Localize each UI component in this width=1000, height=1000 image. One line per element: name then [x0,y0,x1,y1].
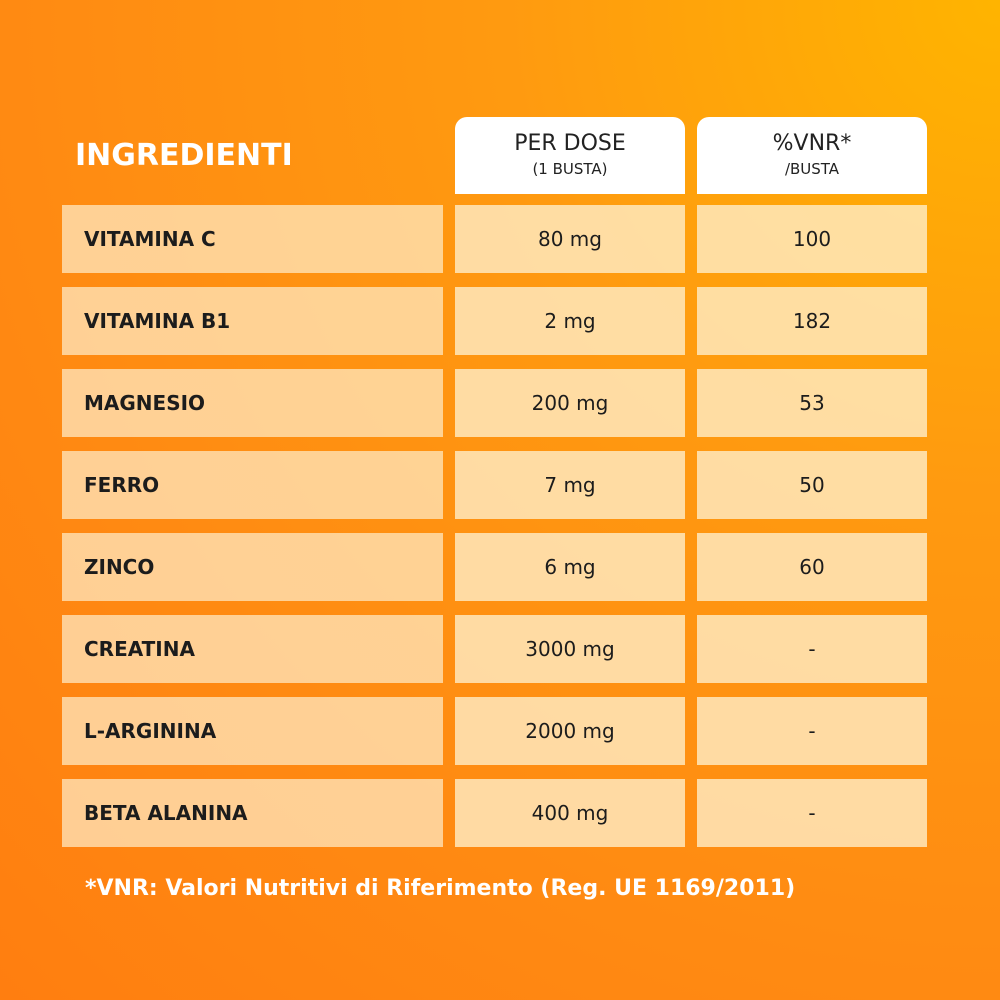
ingredient-cell: FERRO [62,451,443,519]
vnr-cell: - [697,779,927,847]
column-title: PER DOSE [514,131,626,156]
vnr-cell: 53 [697,369,927,437]
column-subtitle: (1 BUSTA) [532,160,608,178]
dose-cell: 6 mg [455,533,685,601]
footnote: *VNR: Valori Nutritivi di Riferimento (R… [85,876,796,901]
dose-cell: 2000 mg [455,697,685,765]
ingredient-cell: MAGNESIO [62,369,443,437]
ingredient-cell: VITAMINA C [62,205,443,273]
dose-cell: 2 mg [455,287,685,355]
vnr-cell: 60 [697,533,927,601]
column-subtitle: /BUSTA [784,160,840,178]
ingredient-cell: BETA ALANINA [62,779,443,847]
dose-cell: 400 mg [455,779,685,847]
ingredient-cell: CREATINA [62,615,443,683]
vnr-cell: 50 [697,451,927,519]
ingredient-cell: ZINCO [62,533,443,601]
column-title: %VNR* [772,131,852,156]
table-title: INGREDIENTI [75,138,293,173]
column-header: PER DOSE (1 BUSTA) [455,117,685,194]
vnr-cell: - [697,615,927,683]
column-header: %VNR* /BUSTA [697,117,927,194]
dose-cell: 80 mg [455,205,685,273]
ingredient-cell: VITAMINA B1 [62,287,443,355]
dose-cell: 200 mg [455,369,685,437]
ingredient-cell: L-ARGININA [62,697,443,765]
vnr-cell: 100 [697,205,927,273]
dose-cell: 7 mg [455,451,685,519]
dose-cell: 3000 mg [455,615,685,683]
vnr-cell: - [697,697,927,765]
vnr-cell: 182 [697,287,927,355]
